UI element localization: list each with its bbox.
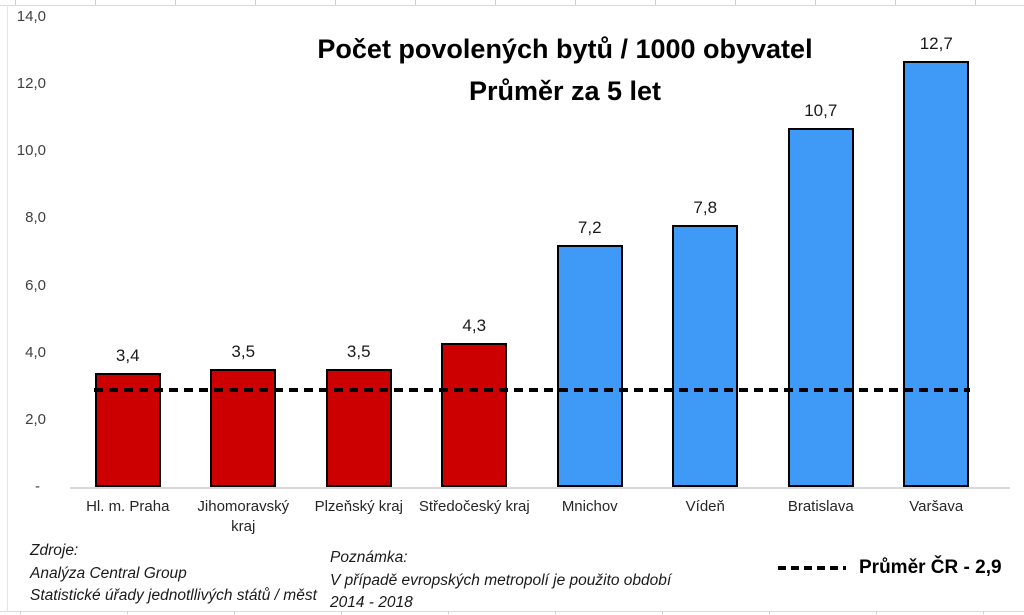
sheet-gridline-left (7, 5, 8, 611)
sheet-column-tick (15, 0, 16, 5)
bar-value-label-hl-m-praha: 3,4 (115, 346, 140, 365)
x-axis-category-label-st-edo-esk-kraj: Středočeský kraj (418, 498, 530, 515)
bar-hl-m-praha[interactable] (94, 373, 161, 487)
sheet-column-tick (335, 0, 336, 5)
sheet-column-tick (975, 0, 976, 5)
sheet-column-tick (175, 0, 176, 5)
sheet-column-tick (448, 611, 449, 614)
sheet-column-tick (234, 611, 235, 614)
y-axis-tick-label: 4,0 (25, 343, 46, 361)
y-axis-tick-label: 8,0 (25, 209, 46, 227)
sources-note: Zdroje: Analýza Central Group Statistick… (30, 540, 317, 608)
sheet-column-tick (495, 0, 496, 5)
x-axis-category-label-jihomoravsk-kraj: Jihomoravský kraj (197, 498, 290, 535)
average-line (93, 388, 971, 392)
bar-bratislava[interactable] (787, 128, 854, 487)
note-heading: Poznámka: (330, 549, 408, 566)
method-note: Poznámka: V případě evropských metropolí… (330, 547, 671, 615)
note-line2: 2014 - 2018 (330, 594, 413, 611)
sheet-column-tick (895, 0, 896, 5)
bar-value-label-v-de: 7,8 (693, 198, 718, 217)
sheet-column-tick (575, 0, 576, 5)
x-axis-category-label-bratislava: Bratislava (787, 498, 854, 515)
bar-plze-sk-kraj[interactable] (325, 369, 392, 487)
sheet-gridline-top (0, 5, 1024, 6)
bar-v-de[interactable] (672, 225, 739, 487)
sheet-column-tick (876, 611, 877, 614)
sheet-column-tick (655, 0, 656, 5)
chart-title-line2: Průměr za 5 let (468, 76, 662, 106)
sources-line1: Analýza Central Group (30, 564, 187, 582)
x-axis-category-label-hl-m-praha: Hl. m. Praha (86, 498, 170, 515)
x-axis-line (70, 487, 1010, 489)
x-axis-category-label-plze-sk-kraj: Plzeňský kraj (314, 498, 403, 515)
sheet-column-tick (415, 0, 416, 5)
bar-value-label-plze-sk-kraj: 3,5 (346, 342, 371, 361)
x-axis-category-label-v-de: Vídeň (685, 498, 725, 515)
y-axis-tick-label: 6,0 (25, 276, 46, 294)
y-axis-tick-label: 2,0 (25, 410, 46, 428)
dashed-line-icon (778, 566, 846, 570)
x-axis-category-label-var-ava: Varšava (909, 498, 964, 515)
sheet-gridline-bottom (0, 611, 1024, 612)
sheet-column-tick (735, 0, 736, 5)
chart-title-line1: Počet povolených bytů / 1000 obyvatel (317, 34, 813, 64)
legend-label: Průměr ČR - 2,9 (859, 557, 1002, 578)
y-axis-tick-label: 10,0 (16, 142, 46, 160)
x-axis-category-label-mnichov: Mnichov (561, 498, 618, 515)
bar-mnichov[interactable] (556, 245, 623, 487)
sheet-column-tick (127, 611, 128, 614)
sheet-column-tick (983, 611, 984, 614)
note-line1: V případě evropských metropolí je použit… (330, 571, 672, 589)
bar-value-label-var-ava: 12,7 (919, 34, 953, 53)
sheet-column-tick (815, 0, 816, 5)
sheet-column-tick (20, 611, 21, 614)
bar-st-edo-esk-kraj[interactable] (441, 343, 508, 487)
sheet-column-tick (95, 0, 96, 5)
bar-value-label-bratislava: 10,7 (804, 101, 838, 120)
sources-heading: Zdroje: (30, 542, 79, 559)
bar-var-ava[interactable] (903, 61, 970, 487)
sheet-column-tick (255, 0, 256, 5)
sheet-column-tick (662, 611, 663, 614)
bar-value-label-jihomoravsk-kraj: 3,5 (231, 342, 256, 361)
sheet-column-tick (769, 611, 770, 614)
sheet-column-tick (555, 611, 556, 614)
sources-line2: Statistické úřady jednotllivých států / … (30, 587, 317, 604)
sheet-column-tick (341, 611, 342, 614)
bar-value-label-st-edo-esk-kraj: 4,3 (462, 316, 487, 335)
y-axis-tick-label: 12,0 (16, 75, 46, 93)
legend: Průměr ČR - 2,9 (778, 556, 1002, 580)
chart-title: Počet povolených bytů / 1000 obyvatel Pr… (105, 28, 1024, 112)
y-axis-tick-label: 14,0 (16, 8, 46, 25)
bar-jihomoravsk-kraj[interactable] (210, 369, 277, 487)
y-axis-tick-label: - (35, 478, 40, 495)
bar-value-label-mnichov: 7,2 (577, 218, 602, 237)
